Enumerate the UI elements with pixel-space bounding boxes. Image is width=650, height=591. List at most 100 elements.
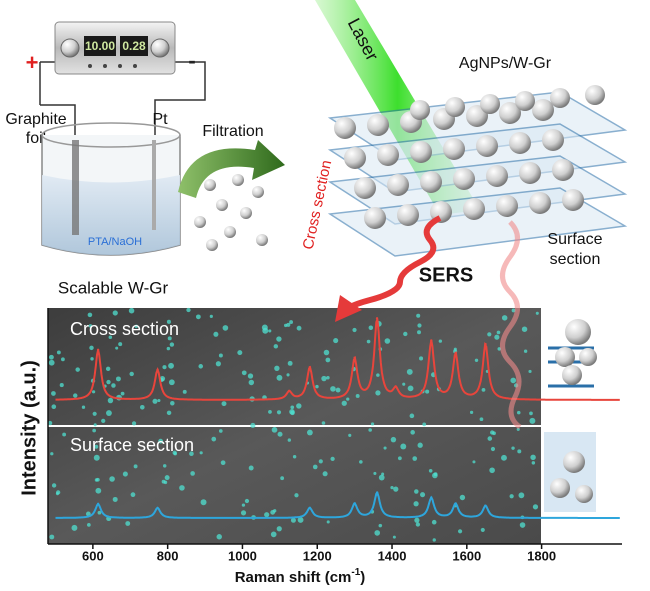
sem-dot <box>529 417 536 424</box>
sem-dot <box>375 390 381 396</box>
sem-dot <box>189 451 194 457</box>
sem-dot <box>333 338 339 344</box>
sem-dot <box>494 334 500 340</box>
sem-dot <box>392 535 396 539</box>
filtration-arrow <box>178 140 285 198</box>
sem-dot <box>402 382 406 386</box>
sem-dot <box>250 422 256 429</box>
silver-nanoparticle <box>367 114 389 136</box>
x-tick-label: 1800 <box>527 548 556 563</box>
sem-dot <box>166 410 172 416</box>
sem-dot <box>248 465 254 471</box>
x-tick-label: 1400 <box>378 548 407 563</box>
sem-dot <box>47 420 53 426</box>
sem-dot <box>240 510 247 516</box>
sem-dot <box>330 386 336 392</box>
sem-dot <box>105 410 112 416</box>
sem-dot <box>264 512 270 518</box>
sem-dot <box>428 468 433 473</box>
sem-dot <box>383 446 387 450</box>
sem-dot <box>161 479 166 484</box>
sem-dot <box>417 323 422 328</box>
sem-dot <box>532 504 539 510</box>
sem-texture <box>47 307 539 542</box>
sem-dot <box>139 404 145 410</box>
sem-dot <box>218 353 223 358</box>
sem-dot <box>419 356 424 361</box>
sem-dot <box>60 357 65 362</box>
sem-dot <box>501 454 507 461</box>
sem-dot <box>352 327 357 333</box>
sem-dot <box>125 521 131 526</box>
sers-label: SERS <box>419 264 473 286</box>
silver-nanoparticle <box>585 85 605 105</box>
peak-marker <box>96 348 100 352</box>
sem-dot <box>247 373 254 379</box>
sem-dot <box>283 323 288 328</box>
sem-dot <box>289 320 293 324</box>
sem-dot <box>51 404 57 410</box>
sem-dot <box>323 349 330 356</box>
sem-dot <box>164 475 170 481</box>
silver-nanoparticle <box>354 177 376 199</box>
silver-nanoparticle <box>515 91 535 111</box>
sem-dot <box>152 398 158 404</box>
silver-nanoparticle <box>542 129 564 151</box>
spectrum-line <box>55 318 620 401</box>
sem-dot <box>511 308 516 313</box>
sem-dot <box>56 350 61 355</box>
particle <box>206 239 218 251</box>
sem-dot <box>88 324 93 328</box>
sem-dot <box>268 410 272 414</box>
sem-dot <box>409 413 415 419</box>
graphite-label: Graphite <box>5 111 66 128</box>
sem-dot <box>412 456 418 461</box>
x-tick-label: 1000 <box>228 548 257 563</box>
sers-arrow-head <box>335 295 362 322</box>
sem-dot <box>416 313 421 318</box>
sem-dot <box>432 538 436 542</box>
peak-marker <box>156 368 159 371</box>
particles <box>194 174 268 251</box>
sem-dot <box>179 485 185 491</box>
peak-marker <box>308 366 311 369</box>
silver-nanoparticle <box>420 171 442 193</box>
x-tick-label: 600 <box>82 548 104 563</box>
particle <box>232 174 244 186</box>
peak-marker <box>430 496 433 499</box>
silver-nanoparticle <box>476 135 498 157</box>
peak-marker <box>96 502 100 506</box>
graphite-label: foil <box>26 130 46 147</box>
silver-nanoparticle <box>480 94 500 114</box>
sem-dot <box>384 338 391 344</box>
sem-dot <box>501 315 508 321</box>
peak-marker <box>353 502 356 505</box>
sem-dot <box>370 422 375 426</box>
sem-dot <box>510 377 517 384</box>
sem-dot <box>276 526 282 532</box>
cross-section-label: Cross section <box>300 159 336 251</box>
electrolyte-label: PTA/NaOH <box>88 236 142 248</box>
sem-dot <box>55 492 59 496</box>
sem-dot <box>417 442 423 448</box>
particle <box>194 216 206 228</box>
particle <box>252 186 264 198</box>
sem-dot <box>157 398 161 403</box>
peak-marker <box>484 342 487 346</box>
sem-dot <box>221 401 227 407</box>
sem-dot <box>91 390 96 394</box>
sem-dot <box>535 311 539 315</box>
x-tick-label: 800 <box>157 548 179 563</box>
sem-dot <box>105 366 111 372</box>
sem-dot <box>469 410 474 414</box>
sem-dot <box>166 319 171 324</box>
sem-dot <box>167 336 172 341</box>
sem-dot <box>276 374 283 381</box>
sem-dot <box>290 517 296 523</box>
silver-nanoparticle <box>550 88 570 108</box>
silver-nanoparticle <box>453 168 475 190</box>
sem-dot <box>220 460 226 466</box>
sem-dot <box>276 336 282 342</box>
sem-dot <box>213 331 219 337</box>
peak-marker <box>353 356 356 359</box>
